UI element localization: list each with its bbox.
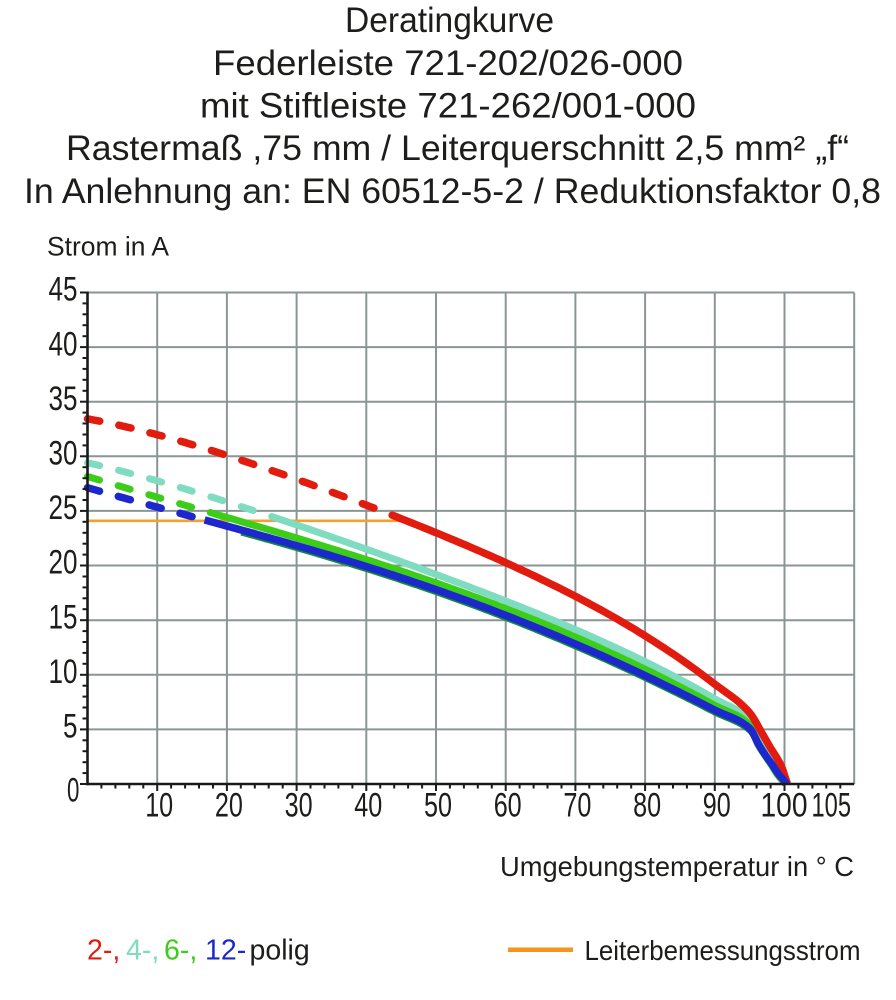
svg-text:5: 5 [63, 708, 78, 746]
svg-text:10: 10 [49, 653, 78, 691]
svg-text:10: 10 [145, 787, 173, 825]
svg-text:105: 105 [812, 787, 852, 825]
svg-text:90: 90 [703, 787, 731, 825]
svg-text:In Anlehnung an: EN 60512-5-2: In Anlehnung an: EN 60512-5-2 / Reduktio… [24, 172, 881, 211]
svg-text:20: 20 [215, 787, 243, 825]
svg-text:2-,4-,6-,12-polig: 2-, 4-, 6-, 12- polig [87, 935, 310, 967]
svg-text:30: 30 [285, 787, 313, 825]
svg-text:80: 80 [633, 787, 661, 825]
svg-text:45: 45 [49, 271, 78, 309]
svg-text:Rastermaß ,75 mm / Leiterquers: Rastermaß ,75 mm / Leiterquerschnitt 2,5… [66, 129, 849, 168]
svg-text:20: 20 [49, 544, 78, 582]
svg-text:15: 15 [49, 598, 78, 636]
svg-text:40: 40 [49, 325, 78, 363]
svg-text:50: 50 [424, 787, 452, 825]
svg-text:100: 100 [761, 787, 808, 825]
svg-text:Umgebungstemperatur in ° C: Umgebungstemperatur in ° C [500, 851, 854, 882]
svg-text:Strom in A: Strom in A [47, 232, 169, 262]
svg-text:Deratingkurve: Deratingkurve [345, 1, 554, 40]
svg-text:35: 35 [49, 380, 78, 418]
svg-text:mit Stiftleiste 721-262/001-00: mit Stiftleiste 721-262/001-000 [200, 87, 696, 126]
svg-text:Federleiste 721-202/026-000: Federleiste 721-202/026-000 [213, 44, 683, 83]
svg-text:0: 0 [67, 772, 79, 810]
svg-text:25: 25 [49, 489, 78, 527]
svg-text:Leiterbemessungsstrom: Leiterbemessungsstrom [585, 935, 861, 966]
svg-text:30: 30 [49, 435, 78, 473]
svg-text:70: 70 [563, 787, 591, 825]
svg-text:40: 40 [354, 787, 382, 825]
svg-text:60: 60 [494, 787, 522, 825]
